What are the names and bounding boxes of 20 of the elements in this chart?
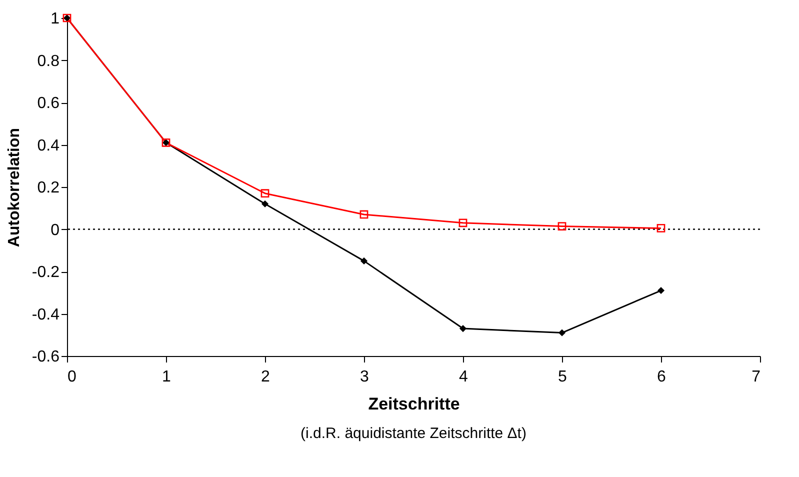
y-tick-label: 1 (50, 10, 60, 28)
y-tick-label: -0.2 (32, 264, 60, 281)
y-tick-label: -0.6 (32, 348, 60, 366)
x-axis-title: Zeitschritte (368, 394, 460, 414)
y-tick-label: 0.4 (37, 137, 60, 154)
y-tick-label: 0.2 (37, 180, 60, 196)
x-tick-label: 4 (459, 368, 468, 386)
y-tick-label: 0 (50, 222, 60, 239)
y-tick-label: -0.4 (32, 306, 60, 324)
y-tick-label: 0.6 (37, 95, 60, 112)
x-tick-label: 1 (162, 368, 172, 386)
x-tick-label: 0 (68, 368, 76, 386)
text: (i.d.R. äquidistante Zeitschritte Δt) (300, 425, 526, 442)
x-tick-label: 3 (360, 368, 370, 386)
y-axis-title: Autokorrelation (6, 128, 23, 248)
x-tick-label: 6 (657, 368, 666, 386)
x-tick-label: 2 (261, 368, 270, 386)
x-tick-label: 5 (558, 368, 568, 386)
y-tick-label: 0.8 (37, 52, 60, 70)
x-tick-label: 7 (752, 368, 761, 386)
